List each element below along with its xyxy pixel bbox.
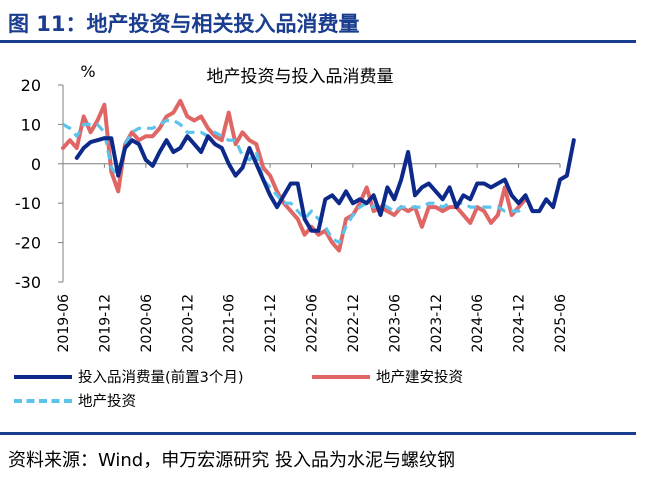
x-tick-label: 2022-12: [346, 294, 362, 353]
series-line-consumption: [74, 134, 576, 233]
series-line-investment: [62, 118, 527, 245]
x-tick-label: 2024-12: [512, 294, 528, 353]
legend-swatch-investment: [14, 398, 72, 403]
legend-swatch-consumption: [14, 374, 72, 379]
x-tick-label: 2019-06: [56, 294, 72, 353]
figure-title: 图 11：地产投资与相关投入品消费量: [8, 12, 360, 36]
x-tick-label: 2021-06: [222, 294, 238, 353]
y-axis: 20 10 0 -10 -20 -30: [15, 76, 64, 292]
legend-item-investment: 地产投资: [14, 390, 136, 411]
legend-label-construction: 地产建安投资: [376, 370, 463, 386]
chart-legend: 投入品消费量(前置3个月) 地产建安投资 地产投资: [14, 366, 614, 426]
title-rule: [0, 40, 636, 43]
footer-rule: [0, 432, 636, 435]
legend-item-consumption: 投入品消费量(前置3个月): [14, 366, 244, 387]
x-tick-label: 2023-12: [429, 294, 445, 353]
legend-swatch-construction: [312, 374, 370, 379]
chart-title: 地产投资与投入品消费量: [207, 67, 394, 87]
series-lines: [61, 98, 576, 253]
y-tick-label: -20: [15, 234, 41, 253]
x-tick-label: 2020-06: [139, 294, 155, 353]
y-tick-label: 10: [21, 115, 41, 134]
x-tick-label: 2020-12: [180, 294, 196, 353]
x-tick-label: 2023-06: [387, 294, 403, 353]
x-axis: 2019-06 2019-12 2020-06 2020-12 2021-06 2021-…: [56, 163, 569, 353]
source-note: 资料来源：Wind，申万宏源研究 投入品为水泥与螺纹钢: [8, 450, 455, 471]
y-tick-label: 0: [31, 155, 41, 174]
x-tick-label: 2021-12: [263, 294, 279, 353]
legend-label-consumption: 投入品消费量(前置3个月): [78, 370, 244, 386]
y-tick-label: -10: [15, 194, 41, 213]
legend-label-investment: 地产投资: [78, 394, 136, 410]
series-line-construction: [61, 98, 528, 253]
y-tick-label: -30: [15, 273, 41, 292]
legend-item-construction: 地产建安投资: [312, 366, 463, 387]
y-tick-label: 20: [21, 76, 41, 95]
x-tick-label: 2025-06: [553, 294, 569, 353]
x-tick-label: 2019-12: [97, 294, 113, 353]
x-tick-label: 2022-06: [305, 294, 321, 353]
y-axis-unit-label: %: [80, 62, 95, 81]
x-tick-label: 2024-06: [470, 294, 486, 353]
